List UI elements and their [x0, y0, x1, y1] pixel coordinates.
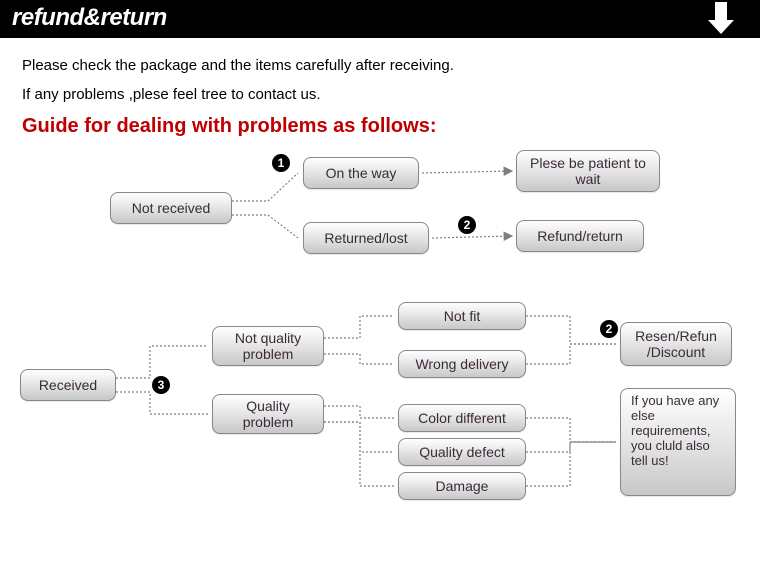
node-quality: Quality problem — [212, 394, 324, 434]
badge-b2: 2 — [458, 216, 476, 234]
node-damage: Damage — [398, 472, 526, 500]
intro-text: Please check the package and the items c… — [0, 38, 760, 113]
node-wrong-delivery: Wrong delivery — [398, 350, 526, 378]
node-on-the-way: On the way — [303, 157, 419, 189]
intro-line-2: If any problems ,plese feel tree to cont… — [22, 81, 738, 110]
badge-b3: 3 — [152, 376, 170, 394]
node-color-diff: Color different — [398, 404, 526, 432]
node-patient: Plese be patient to wait — [516, 150, 660, 192]
down-arrow-icon — [704, 2, 738, 36]
badge-b4: 2 — [600, 320, 618, 338]
node-any-else: If you have any else requirements, you c… — [620, 388, 736, 496]
guide-title: Guide for dealing with problems as follo… — [0, 113, 760, 144]
node-refund-return: Refund/return — [516, 220, 644, 252]
node-received: Received — [20, 369, 116, 401]
node-resend: Resen/Refun /Discount — [620, 322, 732, 366]
node-returned-lost: Returned/lost — [303, 222, 429, 254]
header-bar: refund&return — [0, 0, 760, 38]
intro-line-1: Please check the package and the items c… — [22, 52, 738, 81]
node-not-quality: Not quality problem — [212, 326, 324, 366]
flowchart-canvas: Not received On the way Returned/lost Plese… — [0, 144, 760, 554]
node-quality-defect: Quality defect — [398, 438, 526, 466]
node-not-fit: Not fit — [398, 302, 526, 330]
badge-b1: 1 — [272, 154, 290, 172]
node-not-received: Not received — [110, 192, 232, 224]
header-title: refund&return — [12, 4, 167, 31]
